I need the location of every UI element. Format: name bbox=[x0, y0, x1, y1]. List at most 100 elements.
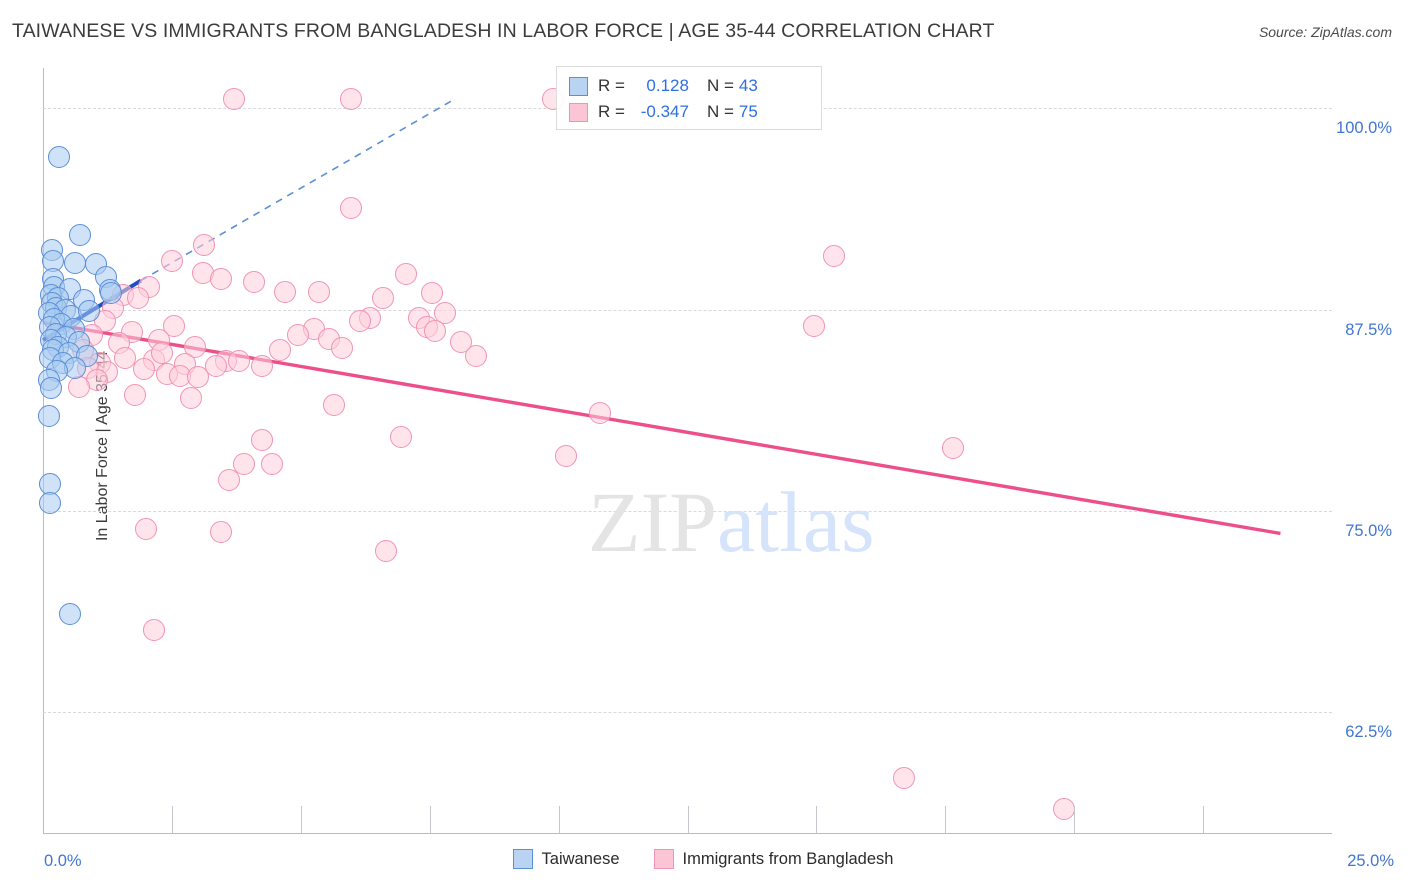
scatter-point bbox=[142, 619, 165, 642]
x-axis-max-label: 25.0% bbox=[1347, 852, 1394, 870]
x-tick-mark bbox=[300, 806, 302, 833]
stats-row-taiwanese: R = 0.128 N = 43 bbox=[569, 73, 811, 99]
x-tick-mark bbox=[945, 806, 947, 833]
scatter-point bbox=[802, 314, 825, 337]
scatter-point bbox=[193, 234, 216, 257]
x-tick-mark bbox=[558, 806, 560, 833]
gridline bbox=[43, 309, 1332, 311]
scatter-point bbox=[323, 393, 346, 416]
scatter-point bbox=[217, 469, 240, 492]
scatter-point bbox=[40, 377, 63, 400]
scatter-point bbox=[184, 335, 207, 358]
scatter-point bbox=[135, 517, 158, 540]
x-tick-mark bbox=[429, 806, 431, 833]
x-tick-mark bbox=[816, 806, 818, 833]
r-value-bangladesh: -0.347 bbox=[640, 102, 689, 121]
n-label-taiwanese: N = bbox=[706, 76, 734, 95]
scatter-point bbox=[186, 366, 209, 389]
legend-label-bangladesh: Immigrants from Bangladesh bbox=[682, 849, 894, 868]
scatter-point bbox=[204, 354, 227, 377]
scatter-point bbox=[251, 429, 274, 452]
scatter-point bbox=[233, 453, 256, 476]
x-tick-mark bbox=[171, 806, 173, 833]
r-label-taiwanese: R = bbox=[598, 76, 625, 95]
scatter-point bbox=[209, 267, 232, 290]
x-axis-min-label: 0.0% bbox=[44, 852, 82, 870]
scatter-point bbox=[48, 145, 71, 168]
scatter-point bbox=[209, 520, 232, 543]
scatter-point bbox=[942, 437, 965, 460]
y-tick-label: 75.0% bbox=[1345, 521, 1392, 540]
stats-row-bangladesh: R = -0.347 N = 75 bbox=[569, 99, 811, 125]
scatter-point bbox=[274, 280, 297, 303]
scatter-point bbox=[123, 383, 146, 406]
x-tick-mark bbox=[1074, 806, 1076, 833]
trend-line-taiwanese-extension bbox=[140, 97, 456, 282]
correlation-stats-box: R = 0.128 N = 43 R = -0.347 N = 75 bbox=[556, 66, 822, 130]
y-tick-label: 62.5% bbox=[1345, 723, 1392, 742]
scatter-point bbox=[243, 271, 266, 294]
scatter-point bbox=[339, 87, 362, 110]
gridline bbox=[43, 712, 1332, 714]
scatter-point bbox=[132, 358, 155, 381]
legend-swatch-taiwanese-icon bbox=[512, 849, 533, 869]
scatter-point bbox=[395, 263, 418, 286]
legend-swatch-bangladesh-icon bbox=[653, 849, 674, 869]
legend-entry-taiwanese[interactable]: Taiwanese bbox=[512, 849, 620, 869]
r-value-taiwanese: 0.128 bbox=[646, 76, 689, 95]
trend-lines bbox=[41, 97, 1281, 536]
r-label-bangladesh: R = bbox=[598, 102, 625, 121]
scatter-point bbox=[127, 287, 150, 310]
x-tick-mark bbox=[1203, 806, 1205, 833]
scatter-point bbox=[287, 324, 310, 347]
plot-area: ZIPatlas bbox=[38, 68, 1332, 833]
scatter-point bbox=[222, 87, 245, 110]
y-tick-label: 100.0% bbox=[1336, 119, 1392, 138]
gridline bbox=[43, 510, 1332, 512]
legend-label-taiwanese: Taiwanese bbox=[541, 849, 620, 868]
scatter-point bbox=[331, 337, 354, 360]
swatch-taiwanese-icon bbox=[569, 76, 588, 96]
scatter-point bbox=[68, 375, 91, 398]
scatter-point bbox=[1052, 797, 1075, 820]
scatter-point bbox=[555, 445, 578, 468]
scatter-point bbox=[69, 224, 92, 247]
n-value-bangladesh: 75 bbox=[738, 102, 758, 121]
watermark: ZIPatlas bbox=[588, 472, 875, 572]
scatter-point bbox=[390, 425, 413, 448]
y-tick-label: 87.5% bbox=[1345, 320, 1392, 339]
scatter-point bbox=[307, 280, 330, 303]
scatter-point bbox=[63, 251, 86, 274]
series-legend: Taiwanese Immigrants from Bangladesh bbox=[0, 849, 1406, 869]
watermark-zip: ZIP bbox=[588, 474, 717, 570]
scatter-point bbox=[374, 540, 397, 563]
scatter-point bbox=[588, 401, 611, 424]
scatter-point bbox=[150, 342, 173, 365]
scatter-point bbox=[78, 300, 101, 323]
scatter-point bbox=[38, 491, 61, 514]
scatter-point bbox=[251, 354, 274, 377]
x-axis-line bbox=[43, 833, 1332, 834]
scatter-point bbox=[100, 282, 123, 305]
scatter-point bbox=[163, 314, 186, 337]
page-title: TAIWANESE VS IMMIGRANTS FROM BANGLADESH … bbox=[12, 20, 995, 42]
scatter-point bbox=[421, 282, 444, 305]
scatter-point bbox=[38, 404, 61, 427]
scatter-point bbox=[227, 350, 250, 373]
scatter-point bbox=[423, 319, 446, 342]
watermark-atlas: atlas bbox=[717, 474, 875, 570]
n-value-taiwanese: 43 bbox=[738, 76, 758, 95]
scatter-point bbox=[434, 301, 457, 324]
scatter-point bbox=[261, 453, 284, 476]
scatter-point bbox=[58, 602, 81, 625]
legend-entry-bangladesh[interactable]: Immigrants from Bangladesh bbox=[653, 849, 894, 869]
scatter-point bbox=[823, 245, 846, 268]
n-label-bangladesh: N = bbox=[706, 102, 734, 121]
scatter-point bbox=[180, 387, 203, 410]
scatter-point bbox=[269, 338, 292, 361]
scatter-point bbox=[349, 309, 372, 332]
scatter-point bbox=[372, 287, 395, 310]
scatter-point bbox=[893, 767, 916, 790]
scatter-point bbox=[449, 330, 472, 353]
